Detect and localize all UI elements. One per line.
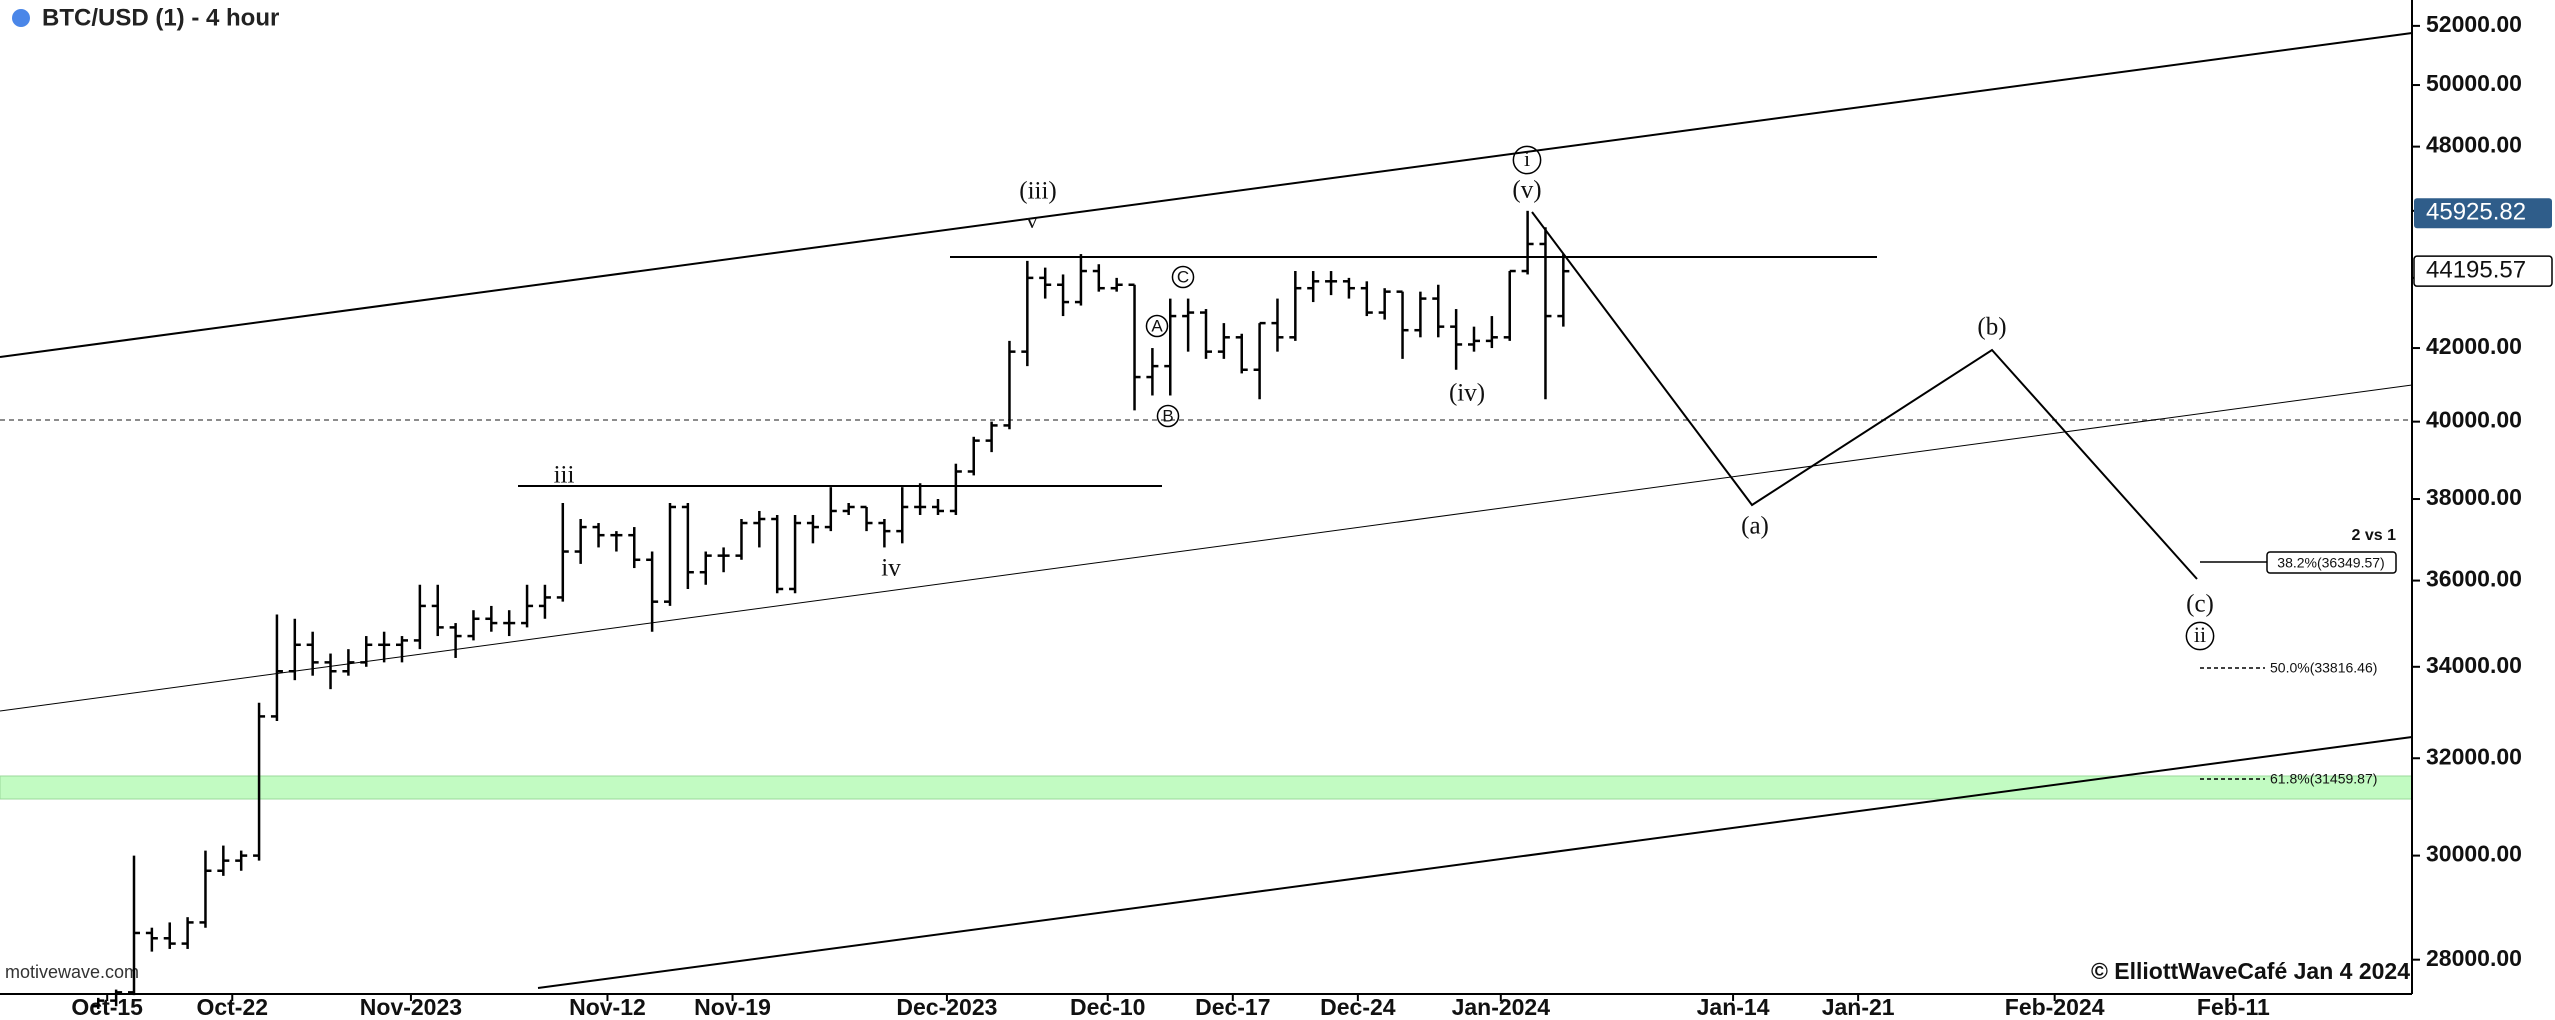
x-tick-label: Dec-24 [1320, 994, 1396, 1020]
annotation: ii [2194, 622, 2206, 647]
price-tag-label: 45925.82 [2426, 199, 2526, 226]
x-tick-label: Jan-21 [1822, 994, 1895, 1020]
y-tick-label: 50000.00 [2426, 70, 2522, 96]
annotation: 38.2%(36349.57) [2277, 555, 2384, 571]
annotation: B [1162, 406, 1173, 425]
annotation: C [1177, 267, 1189, 286]
x-tick-label: Dec-10 [1070, 994, 1145, 1020]
channel-line [0, 32, 2413, 358]
x-tick-label: Nov-19 [694, 994, 771, 1020]
annotation: A [1151, 316, 1163, 335]
x-tick-label: Nov-12 [569, 994, 646, 1020]
y-tick-label: 34000.00 [2426, 652, 2522, 678]
price-tag-label: 44195.57 [2426, 257, 2526, 284]
x-tick-label: Feb-11 [2197, 994, 2270, 1020]
x-tick-label: Dec-2023 [896, 994, 997, 1020]
y-tick-label: 48000.00 [2426, 132, 2522, 158]
annotation: (b) [1977, 314, 2006, 341]
annotation: i [1524, 146, 1530, 171]
fib-box [2266, 551, 2397, 574]
projection-path [1531, 211, 2198, 580]
y-tick-label: 38000.00 [2426, 484, 2522, 510]
annotation: 50.0%(33816.46) [2270, 660, 2377, 676]
y-tick-label: 30000.00 [2426, 841, 2522, 867]
price-tag [2414, 198, 2552, 229]
annotation: v [1027, 208, 1038, 233]
annotation: iii [554, 462, 575, 489]
x-tick-label: Oct-22 [196, 994, 268, 1020]
annotation: (v) [1512, 177, 1541, 204]
annotation: (iv) [1449, 380, 1485, 407]
x-tick-label: Jan-14 [1697, 994, 1770, 1020]
y-tick-label: 28000.00 [2426, 945, 2522, 971]
wave-circle [1512, 145, 1542, 175]
target-zone [0, 775, 2413, 800]
x-tick-label: Dec-17 [1195, 994, 1270, 1020]
wave-circle [1156, 404, 1180, 428]
annotation: 61.8%(31459.87) [2270, 771, 2377, 787]
x-tick-label: Feb-2024 [2005, 994, 2105, 1020]
copyright: © ElliottWaveCafé Jan 4 2024 [2091, 958, 2410, 984]
x-tick-label: Oct-15 [71, 994, 143, 1020]
y-tick-label: 36000.00 [2426, 566, 2522, 592]
y-tick-label: 32000.00 [2426, 743, 2522, 769]
x-tick-label: Nov-2023 [360, 994, 462, 1020]
annotation: 2 vs 1 [2352, 527, 2397, 544]
annotation: iv [881, 555, 901, 582]
symbol-dot [12, 9, 30, 27]
y-tick-label: 52000.00 [2426, 11, 2522, 37]
y-tick-label: 40000.00 [2426, 407, 2522, 433]
wave-circle [1171, 265, 1195, 289]
annotation: (c) [2186, 591, 2214, 618]
price-tag [2413, 255, 2553, 287]
channel-line [537, 736, 2413, 989]
y-tick-label: 42000.00 [2426, 333, 2522, 359]
wave-circle [1145, 314, 1169, 338]
annotation: (a) [1741, 513, 1769, 540]
wave-circle [2185, 621, 2215, 651]
x-tick-label: Jan-2024 [1452, 994, 1551, 1020]
watermark: motivewave.com [5, 962, 139, 982]
annotation: (iii) [1019, 178, 1057, 205]
chart-title: BTC/USD (1) - 4 hour [42, 4, 279, 31]
